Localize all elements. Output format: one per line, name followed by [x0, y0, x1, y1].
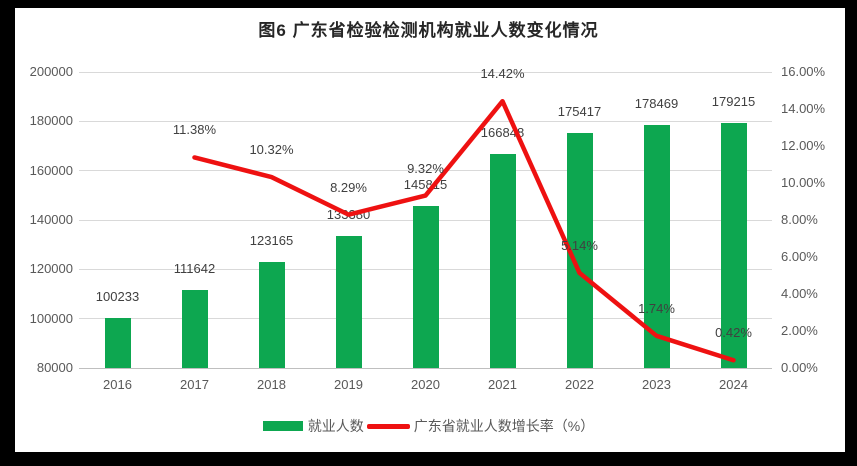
x-axis-label-2023: 2023 — [642, 377, 671, 392]
bar-2023 — [643, 125, 670, 368]
y-axis-left-tick: 180000 — [29, 113, 73, 129]
bar-label-2018: 123165 — [249, 232, 294, 248]
bar-label-2020: 145815 — [403, 176, 448, 192]
y-axis-left-tick: 140000 — [29, 212, 73, 227]
x-axis-label-2019: 2019 — [334, 377, 363, 392]
rate-label-2019: 8.29% — [330, 179, 367, 195]
x-axis-label-2017: 2017 — [180, 377, 209, 392]
bar-2018 — [258, 261, 285, 368]
x-axis-label-2016: 2016 — [103, 377, 132, 392]
x-axis-label-2024: 2024 — [719, 377, 748, 392]
y-axis-right-tick: 4.00% — [781, 286, 818, 301]
bar-label-2023: 178469 — [634, 96, 679, 112]
y-axis-right-tick: 14.00% — [781, 101, 826, 116]
y-axis-right-tick: 16.00% — [781, 64, 826, 79]
rate-label-2017: 11.38% — [172, 122, 217, 138]
gridline — [79, 71, 772, 73]
y-axis-right-tick: 8.00% — [781, 212, 818, 227]
rate-label-2018: 10.32% — [249, 142, 294, 158]
bar-label-2024: 179215 — [711, 94, 756, 110]
x-axis-label-2021: 2021 — [488, 377, 517, 392]
gridline — [79, 367, 772, 369]
y-axis-left-tick: 100000 — [29, 310, 73, 326]
bar-2021 — [489, 153, 516, 368]
y-axis-right-tick: 12.00% — [781, 138, 826, 153]
bar-2017 — [181, 289, 208, 368]
legend-label-employment: 就业人数 — [307, 418, 364, 434]
bar-label-2021: 166848 — [480, 124, 525, 140]
bar-label-2017: 111642 — [173, 260, 216, 276]
bar-2016 — [104, 318, 131, 368]
legend: 就业人数 广东省就业人数增长率（%） — [0, 416, 857, 436]
legend-swatch-bar-icon — [262, 421, 303, 431]
legend-swatch-line-icon — [366, 423, 410, 429]
chart-title: 图6 广东省检验检测机构就业人数变化情况 — [258, 21, 599, 40]
legend-label-growth-rate: 广东省就业人数增长率（%） — [413, 418, 595, 434]
y-axis-left-tick: 120000 — [29, 261, 73, 277]
y-axis-left-tick: 200000 — [29, 64, 73, 79]
bar-label-2022: 175417 — [557, 103, 602, 119]
y-axis-right-tick: 0.00% — [781, 360, 818, 375]
y-axis-left-tick: 80000 — [36, 360, 73, 375]
rate-label-2024: 0.42% — [715, 325, 752, 341]
x-axis-label-2020: 2020 — [411, 377, 440, 392]
rate-label-2020: 9.32% — [407, 160, 444, 176]
bar-2019 — [335, 236, 362, 368]
rate-label-2021: 14.42% — [480, 66, 525, 82]
x-axis-label-2018: 2018 — [257, 377, 286, 392]
y-axis-right-tick: 10.00% — [781, 175, 826, 190]
bar-label-2016: 100233 — [95, 289, 140, 305]
rate-label-2023: 1.74% — [638, 300, 675, 316]
y-axis-left-tick: 160000 — [29, 162, 73, 178]
y-axis-right-tick: 2.00% — [781, 323, 818, 338]
bar-label-2019: 133380 — [326, 207, 371, 223]
rate-label-2022: 5.14% — [561, 237, 598, 253]
y-axis-right-tick: 6.00% — [781, 249, 818, 264]
bar-2020 — [412, 205, 439, 368]
x-axis-label-2022: 2022 — [565, 377, 594, 392]
